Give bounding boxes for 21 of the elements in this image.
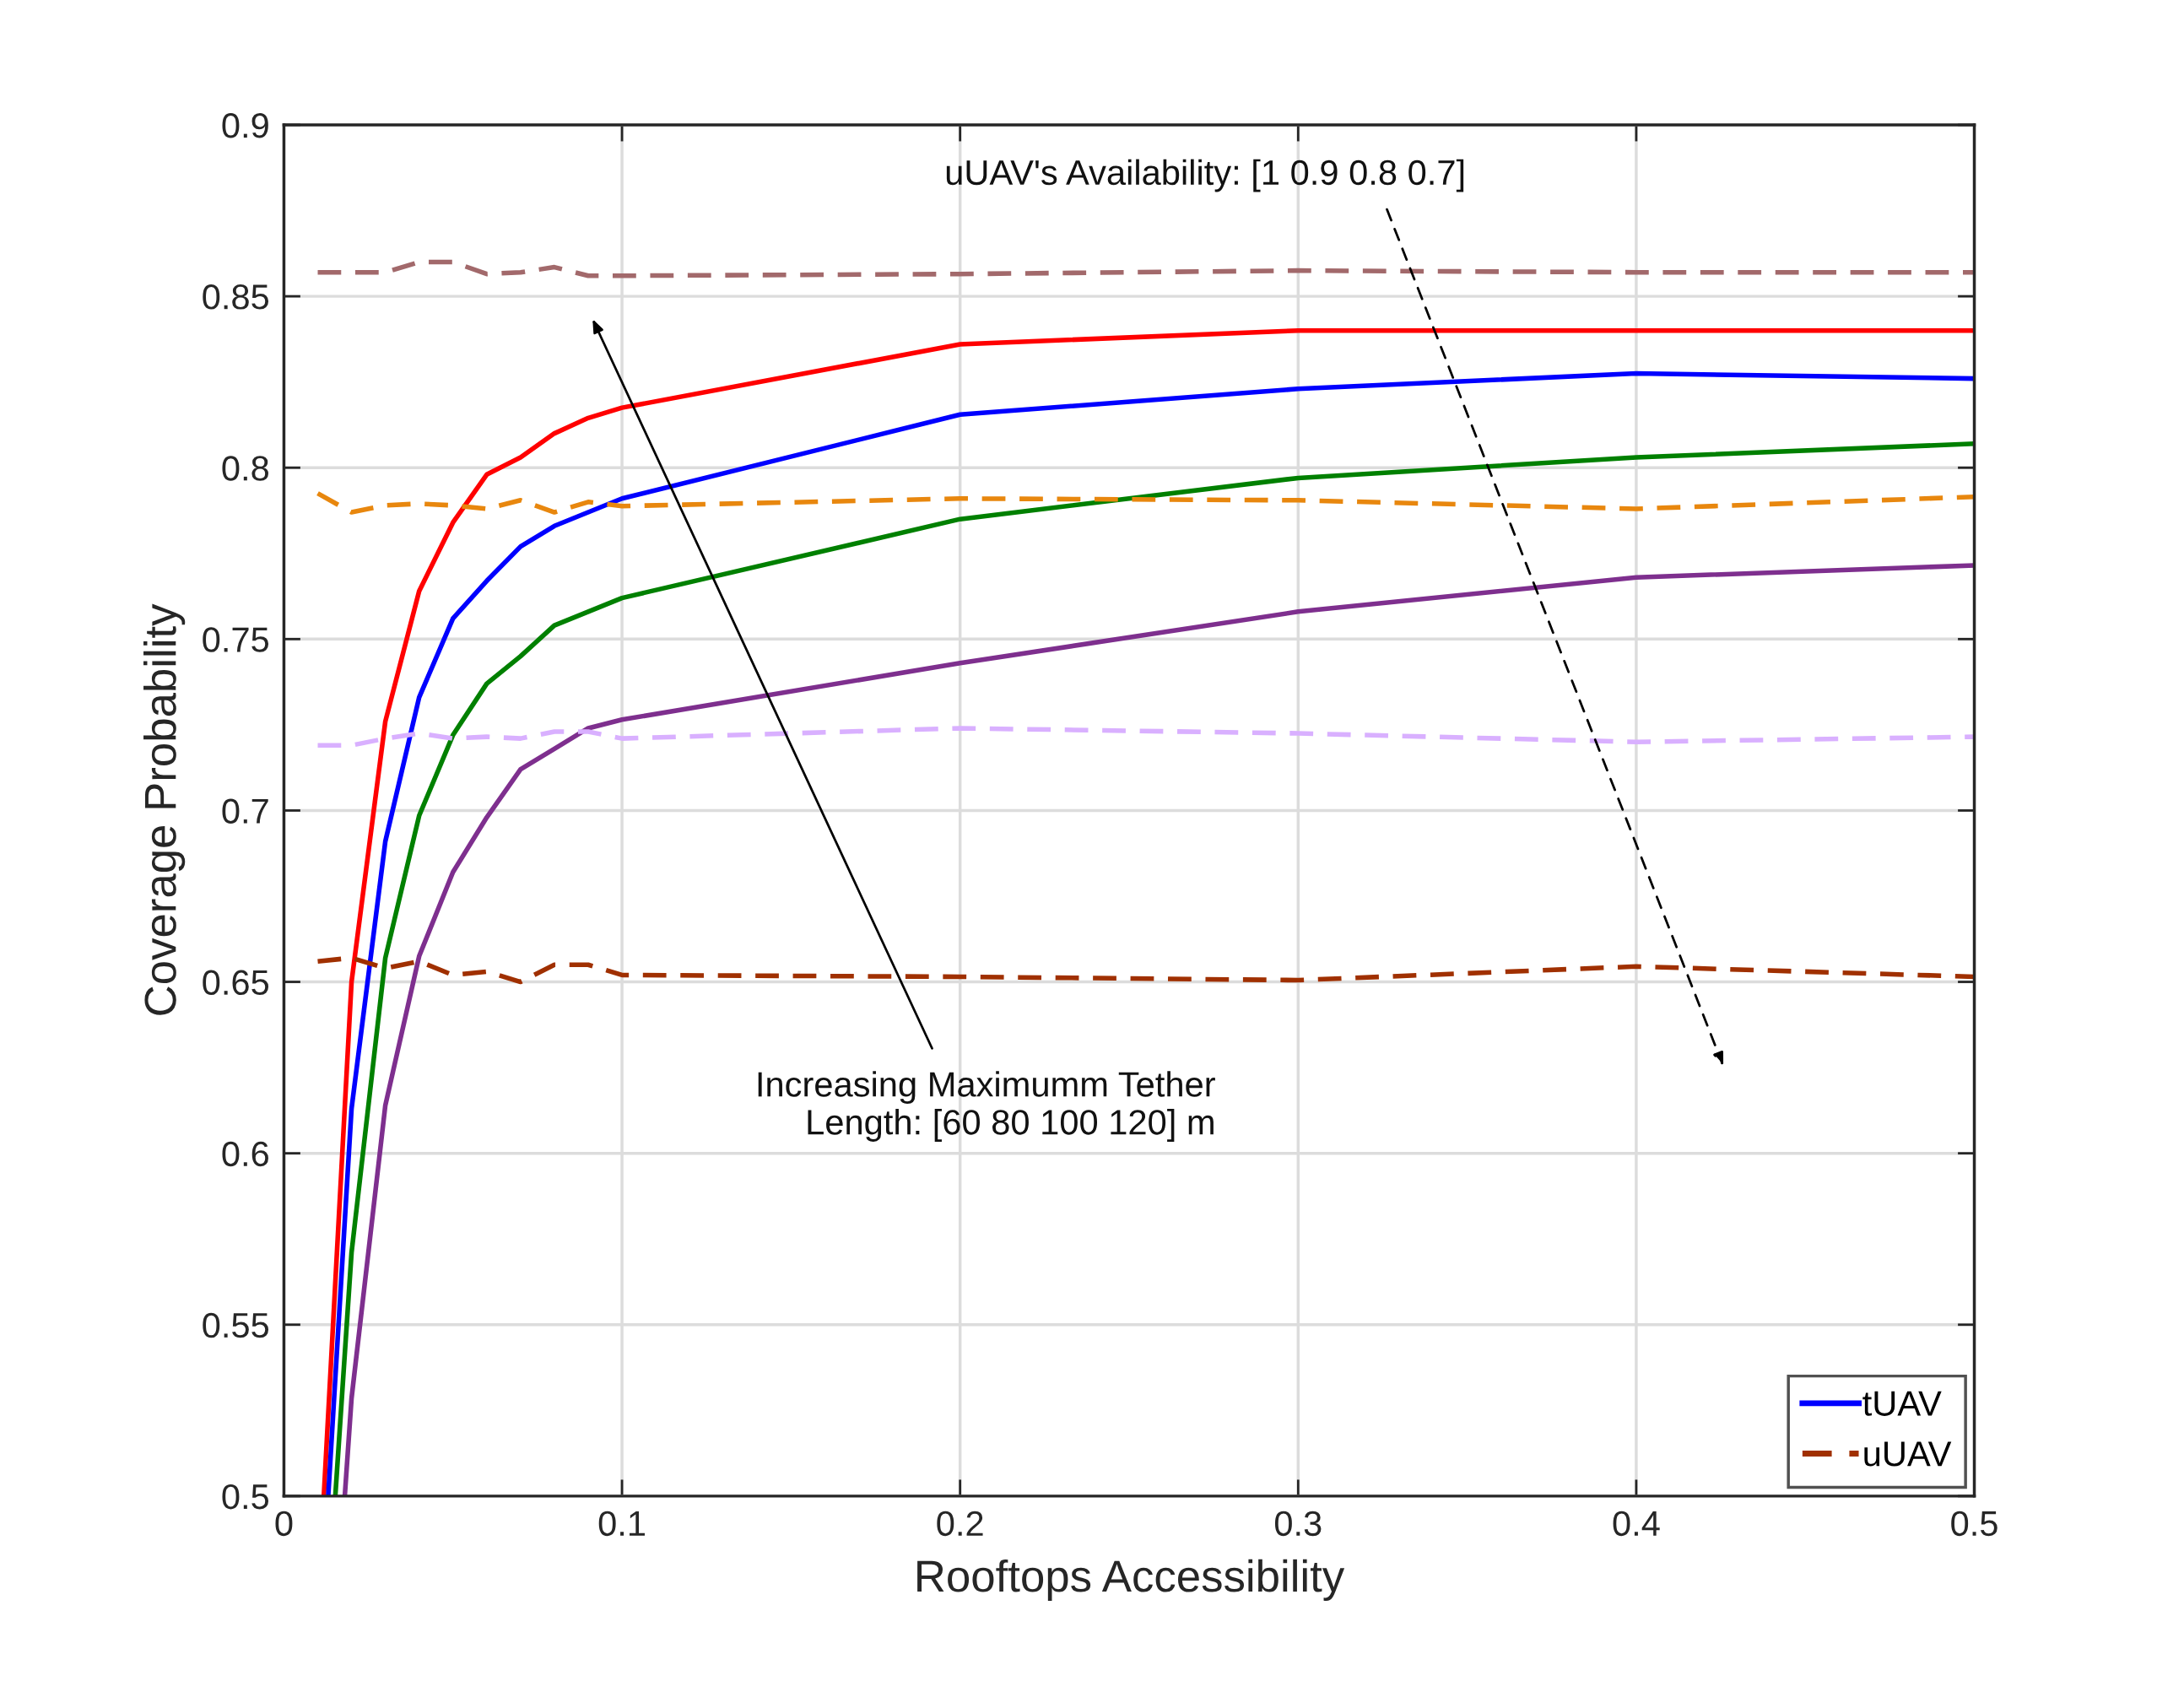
x-tick-label: 0	[275, 1511, 293, 1537]
y-tick-label: 0.9	[222, 113, 268, 138]
y-axis-title: Coverage Probability	[143, 603, 186, 1015]
legend-label: tUAV	[1862, 1391, 1942, 1416]
x-tick-label: 0.5	[1951, 1511, 1997, 1537]
y-tick-label: 0.5	[222, 1484, 269, 1510]
annotation: uUAV's Availability: [1 0.9 0.8 0.7]	[946, 159, 1464, 192]
y-tick-label: 0.7	[222, 798, 268, 824]
legend-label: uUAV	[1864, 1441, 1952, 1467]
x-tick-label: 0.4	[1613, 1511, 1660, 1537]
y-tick-label: 0.75	[203, 627, 269, 652]
y-tick-label: 0.65	[203, 970, 269, 996]
y-tick-label: 0.55	[203, 1312, 269, 1338]
x-tick-label: 0.1	[598, 1511, 645, 1537]
annotation: Increasing Maximumm Tether Length: [60 80 100 120] m	[758, 1071, 1215, 1142]
y-tick-label: 0.85	[203, 284, 269, 310]
x-axis-title: Rooftops Accessibility	[917, 1559, 1345, 1602]
x-tick-label: 0.3	[1274, 1511, 1322, 1537]
x-tick-label: 0.2	[937, 1511, 983, 1537]
y-tick-label: 0.6	[222, 1141, 268, 1167]
y-tick-label: 0.8	[222, 456, 268, 481]
